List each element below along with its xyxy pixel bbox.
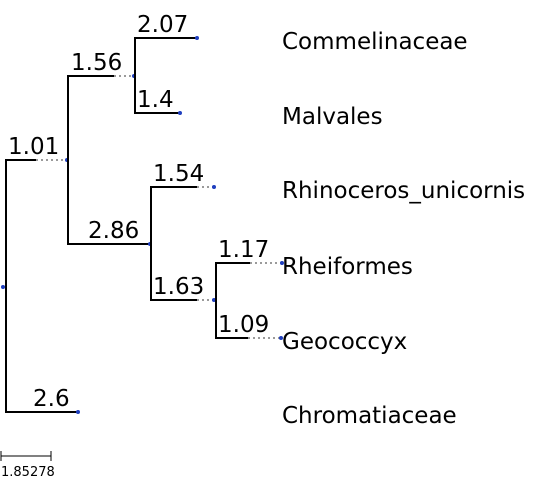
tip-malvales [178,111,182,115]
tip-rhinoceros [212,185,216,189]
tip-geococcyx [279,336,283,340]
leaf-label-geococcyx: Geococcyx [282,329,407,355]
branch-length-clade-c: 2.86 [88,218,139,244]
scale-bar-line [0,451,52,461]
leaf-label-commelinaceae: Commelinaceae [282,29,468,55]
leaf-label-rheiformes: Rheiformes [282,254,413,280]
branch-length-commelinaceae: 2.07 [137,12,188,38]
scale-bar: 1.85278 [0,451,55,480]
branch-length-geococcyx: 1.09 [218,312,269,338]
leaf-label-rhinoceros: Rhinoceros_unicornis [282,178,525,204]
root-node [1,285,5,289]
branch-length-clade-b: 1.56 [71,50,122,76]
branch-length-clade-d: 1.63 [153,274,204,300]
branch-length-rhinoceros: 1.54 [153,161,204,187]
tip-chromatiaceae [76,410,80,414]
tip-rheiformes [280,261,284,265]
branch-length-chromatiaceae: 2.6 [33,386,70,412]
branch-length-malvales: 1.4 [137,87,174,113]
branch-length-clade-a: 1.01 [8,134,59,160]
leaf-label-malvales: Malvales [282,104,383,130]
scale-bar-label: 1.85278 [1,465,55,480]
branch-length-rheiformes: 1.17 [218,237,269,263]
tip-commelinaceae [195,36,199,40]
leaf-label-chromatiaceae: Chromatiaceae [282,403,457,429]
